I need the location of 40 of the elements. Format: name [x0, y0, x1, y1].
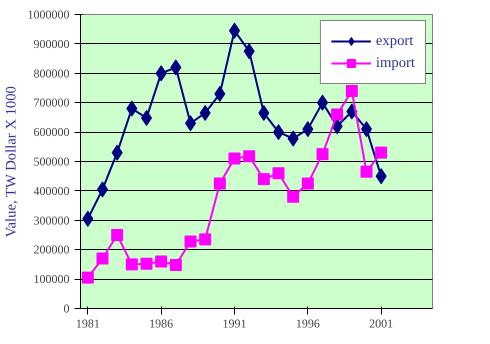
point	[287, 190, 300, 203]
y-tick-label: 300000	[34, 213, 70, 228]
y-tick-label: 0	[64, 302, 70, 316]
point	[346, 84, 358, 97]
point	[199, 233, 212, 246]
point	[96, 252, 108, 265]
y-tick-label: 1000000	[28, 8, 70, 22]
legend-label: import	[376, 54, 415, 72]
point	[302, 178, 314, 190]
point	[360, 166, 372, 178]
point	[155, 255, 168, 268]
y-tick-label: 500000	[34, 154, 70, 168]
point	[375, 146, 388, 159]
point	[228, 152, 240, 165]
point	[184, 235, 196, 248]
point	[111, 229, 124, 241]
x-tick-label: 2001	[369, 316, 394, 330]
point	[331, 108, 344, 120]
point	[316, 148, 328, 160]
point	[243, 150, 256, 162]
point	[214, 178, 226, 190]
y-tick-label: 200000	[34, 242, 70, 257]
point	[170, 258, 182, 271]
point	[258, 173, 270, 186]
x-tick-label: 1996	[296, 316, 320, 330]
legend-label: export	[376, 32, 414, 50]
x-tick-label: 1981	[76, 316, 100, 330]
y-tick-label: 600000	[34, 125, 70, 140]
y-tick-label: 900000	[34, 36, 70, 51]
y-tick-label: 700000	[34, 96, 70, 110]
x-tick-label: 1991	[222, 316, 246, 330]
y-axis-title: Value, TW Dollar X 1000	[4, 86, 20, 238]
point	[140, 258, 152, 270]
x-tick-label: 1986	[149, 316, 174, 330]
point	[272, 167, 284, 180]
point	[126, 258, 138, 270]
point	[82, 272, 94, 284]
y-tick-label: 800000	[34, 66, 70, 80]
y-tick-label: 400000	[34, 184, 70, 198]
y-tick-label: 100000	[34, 272, 70, 286]
